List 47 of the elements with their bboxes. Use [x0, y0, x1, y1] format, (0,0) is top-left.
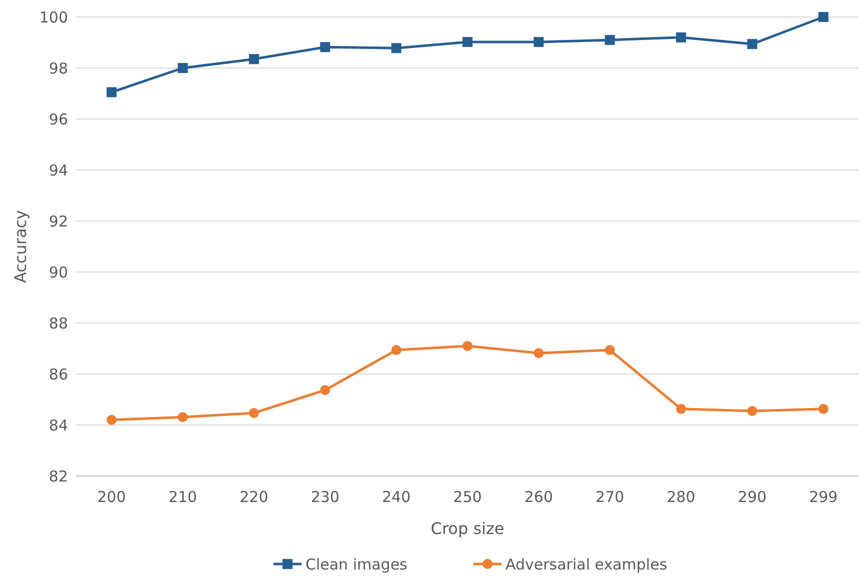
point — [320, 385, 330, 396]
x-tick-label: 290 — [738, 488, 767, 506]
y-axis-title: Accuracy — [11, 210, 30, 284]
point — [462, 340, 472, 351]
point — [391, 345, 402, 356]
x-tick-label: 240 — [382, 488, 411, 506]
point — [248, 54, 259, 64]
point — [534, 36, 544, 47]
x-tick-label: 220 — [240, 488, 268, 506]
legend-label: Adversarial examples — [506, 555, 668, 574]
y-tick-label: 82 — [48, 467, 68, 486]
point — [604, 34, 615, 45]
point — [818, 12, 828, 22]
x-tick-label: 280 — [666, 488, 696, 506]
y-tick-label: 98 — [48, 59, 68, 78]
y-tick-label: 96 — [48, 110, 68, 128]
y-tick-label: 86 — [48, 365, 68, 384]
x-axis-title: Crop size — [430, 519, 504, 538]
x-tick-label: 200 — [97, 488, 126, 506]
point — [248, 408, 259, 418]
y-tick-label: 84 — [48, 416, 68, 434]
x-tick-label: 230 — [310, 488, 340, 506]
point — [676, 404, 686, 414]
point — [747, 39, 758, 50]
x-tick-label: 250 — [453, 488, 482, 506]
point — [604, 345, 615, 356]
point — [106, 414, 117, 425]
point — [391, 43, 402, 54]
x-tick-label: 270 — [596, 488, 624, 506]
y-tick-label: 88 — [48, 314, 68, 332]
y-tick-label: 90 — [48, 263, 68, 282]
point — [462, 36, 472, 47]
point — [178, 63, 188, 73]
point — [320, 42, 330, 52]
point — [106, 87, 117, 98]
point — [676, 32, 686, 42]
legend-label: Clean images — [306, 555, 408, 574]
y-tick-label: 92 — [48, 212, 68, 230]
point — [818, 404, 828, 414]
y-tick-label: 100 — [39, 8, 68, 26]
x-tick-label: 210 — [168, 488, 198, 506]
point — [534, 348, 544, 358]
y-tick-label: 94 — [48, 161, 68, 180]
x-tick-label: 299 — [809, 488, 838, 506]
x-tick-label: 260 — [524, 488, 553, 506]
point — [747, 406, 758, 416]
point — [178, 412, 188, 422]
